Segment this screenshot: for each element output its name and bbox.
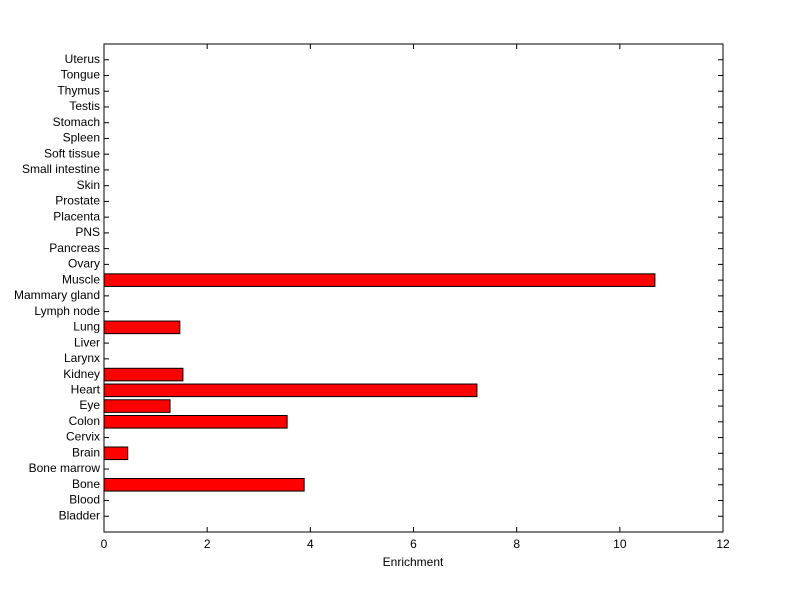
y-tick-label: Bladder xyxy=(59,508,100,522)
y-tick-label: Kidney xyxy=(63,367,100,381)
x-tick-label: 12 xyxy=(716,537,730,551)
y-tick-label: Ovary xyxy=(68,257,100,271)
y-tick-label: Bone xyxy=(72,477,100,491)
y-tick-label: Placenta xyxy=(53,209,100,223)
y-tick-label: Bone marrow xyxy=(29,461,101,475)
y-tick-label: Uterus xyxy=(65,52,100,66)
y-tick-label: Lymph node xyxy=(34,304,100,318)
bar xyxy=(103,399,171,413)
bar xyxy=(103,415,288,429)
bar xyxy=(103,367,184,382)
y-tick-label: Liver xyxy=(74,335,100,349)
y-tick-label: Spleen xyxy=(63,131,100,145)
x-tick-label: 10 xyxy=(613,537,627,551)
y-tick-label: Stomach xyxy=(53,115,100,129)
x-axis-label: Enrichment xyxy=(383,555,444,569)
plot-frame xyxy=(103,43,724,533)
y-tick-label: Colon xyxy=(69,414,100,428)
y-tick-label: Cervix xyxy=(66,430,100,444)
y-tick-label: Small intestine xyxy=(22,162,100,176)
x-tick-label: 6 xyxy=(410,537,417,551)
y-tick-label: Muscle xyxy=(62,272,100,286)
y-tick-label: Lung xyxy=(73,320,100,334)
x-tick-label: 2 xyxy=(204,537,211,551)
y-tick-label: Mammary gland xyxy=(14,288,100,302)
y-tick-label: Prostate xyxy=(55,194,100,208)
bar xyxy=(103,477,305,492)
bar xyxy=(103,383,478,398)
y-tick-label: Blood xyxy=(69,493,100,507)
y-tick-label: Heart xyxy=(71,382,101,396)
y-tick-label: Skin xyxy=(77,178,100,192)
x-tick-label: 0 xyxy=(101,537,108,551)
x-tick-label: 4 xyxy=(307,537,314,551)
bar xyxy=(103,446,129,461)
y-tick-label: Thymus xyxy=(57,83,100,97)
y-tick-label: Eye xyxy=(79,398,100,412)
bar xyxy=(103,273,656,287)
y-tick-label: Tongue xyxy=(61,68,101,82)
bar xyxy=(103,320,181,335)
y-tick-label: Pancreas xyxy=(49,241,100,255)
y-tick-label: Soft tissue xyxy=(44,146,100,160)
y-tick-label: PNS xyxy=(75,225,100,239)
y-tick-label: Brain xyxy=(72,445,100,459)
y-tick-label: Larynx xyxy=(64,351,100,365)
x-tick-label: 8 xyxy=(513,537,520,551)
y-tick-label: Testis xyxy=(69,99,100,113)
